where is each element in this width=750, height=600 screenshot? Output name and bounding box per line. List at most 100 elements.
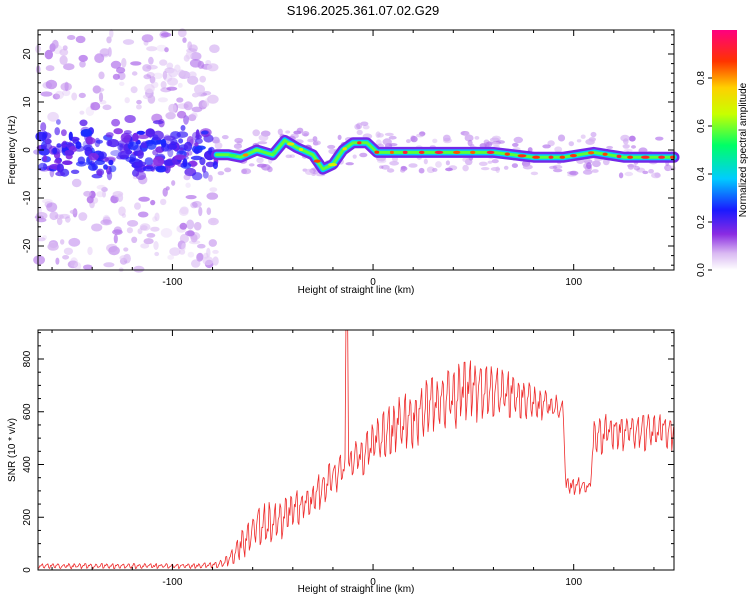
ridge-peak bbox=[453, 150, 461, 154]
noise-blob bbox=[187, 41, 193, 51]
noise-blob bbox=[61, 141, 67, 149]
noise-blob bbox=[168, 103, 177, 113]
noise-blob bbox=[36, 237, 46, 242]
noise-blob bbox=[487, 160, 493, 164]
noise-blob bbox=[59, 55, 68, 65]
noise-blob bbox=[252, 129, 260, 137]
noise-blob bbox=[97, 151, 107, 160]
noise-blob bbox=[354, 123, 361, 130]
noise-blob bbox=[61, 129, 67, 137]
snr-y-label: SNR (10 * v/v) bbox=[7, 418, 18, 482]
noise-blob bbox=[54, 127, 60, 136]
noise-blob bbox=[198, 206, 203, 217]
noise-blob bbox=[400, 168, 406, 173]
noise-blob bbox=[435, 161, 442, 168]
noise-blob bbox=[627, 163, 635, 170]
ridge-peak bbox=[389, 150, 394, 154]
noise-blob bbox=[221, 135, 229, 140]
ridge-peak bbox=[548, 155, 554, 159]
noise-blob bbox=[78, 212, 88, 221]
noise-blob bbox=[153, 72, 163, 80]
noise-blob bbox=[304, 168, 314, 175]
noise-blob bbox=[503, 165, 509, 170]
noise-blob bbox=[185, 230, 195, 237]
noise-blob bbox=[183, 141, 193, 152]
noise-blob bbox=[126, 227, 133, 234]
noise-blob bbox=[146, 140, 157, 150]
noise-blob bbox=[491, 135, 501, 142]
spectrogram-ridge bbox=[211, 134, 680, 175]
noise-blob bbox=[179, 70, 186, 79]
colorbar-tick-label: 0.0 bbox=[696, 263, 707, 277]
noise-blob bbox=[139, 223, 151, 231]
noise-blob bbox=[137, 149, 144, 159]
noise-blob bbox=[52, 93, 61, 100]
noise-blob bbox=[134, 151, 138, 156]
ridge-peak bbox=[272, 151, 277, 155]
noise-blob bbox=[142, 94, 154, 100]
snr-frame bbox=[37, 329, 675, 571]
noise-blob bbox=[122, 39, 135, 45]
noise-blob bbox=[209, 187, 218, 193]
y-tick-label: 600 bbox=[22, 403, 33, 420]
noise-blob bbox=[135, 171, 147, 180]
noise-blob bbox=[557, 134, 566, 142]
noise-blob bbox=[165, 186, 170, 191]
noise-blob bbox=[576, 139, 582, 143]
noise-blob bbox=[167, 148, 174, 158]
noise-blob bbox=[112, 229, 123, 236]
noise-blob bbox=[234, 137, 244, 144]
noise-blob bbox=[44, 138, 52, 145]
noise-blob bbox=[552, 164, 563, 170]
noise-blob bbox=[59, 213, 71, 219]
noise-blob bbox=[513, 136, 523, 144]
noise-blob bbox=[130, 86, 138, 94]
ridge-peak bbox=[418, 150, 425, 154]
noise-blob bbox=[102, 104, 112, 111]
noise-blob bbox=[60, 82, 72, 91]
noise-blob bbox=[88, 152, 99, 161]
ridge-peak bbox=[342, 147, 347, 151]
noise-blob bbox=[150, 199, 156, 206]
noise-blob bbox=[628, 135, 636, 142]
noise-blob bbox=[206, 207, 212, 215]
noise-blob bbox=[110, 60, 122, 69]
noise-blob bbox=[136, 130, 146, 135]
noise-blob bbox=[137, 211, 149, 218]
noise-blob bbox=[185, 195, 197, 200]
noise-blob bbox=[68, 131, 73, 141]
noise-blob bbox=[362, 124, 370, 130]
noise-blob bbox=[62, 89, 71, 97]
noise-blob bbox=[79, 110, 85, 115]
noise-blob bbox=[408, 163, 418, 168]
noise-blob bbox=[103, 262, 115, 268]
noise-blob bbox=[296, 127, 304, 133]
noise-blob bbox=[606, 145, 613, 150]
noise-blob bbox=[633, 165, 641, 171]
noise-blob bbox=[478, 161, 488, 166]
noise-blob bbox=[569, 170, 579, 176]
noise-blob bbox=[208, 174, 213, 182]
noise-blob bbox=[101, 187, 108, 192]
noise-blob bbox=[87, 246, 93, 256]
noise-blob bbox=[379, 165, 384, 169]
y-tick-label: -20 bbox=[22, 238, 33, 253]
noise-blob bbox=[157, 97, 168, 103]
ridge-peak bbox=[627, 155, 634, 159]
colorbar-gradient bbox=[712, 30, 737, 270]
noise-blob bbox=[63, 247, 73, 255]
noise-blob bbox=[432, 138, 438, 144]
noise-blob bbox=[547, 140, 555, 147]
noise-blob bbox=[56, 163, 64, 173]
noise-blob bbox=[192, 200, 202, 208]
ridge-peak bbox=[298, 147, 304, 152]
noise-blob bbox=[44, 49, 53, 60]
noise-blob bbox=[418, 167, 425, 174]
noise-blob bbox=[134, 202, 141, 210]
noise-blob bbox=[108, 246, 120, 256]
noise-blob bbox=[352, 154, 357, 159]
noise-blob bbox=[79, 60, 86, 68]
noise-blob bbox=[54, 90, 64, 100]
noise-blob bbox=[568, 141, 574, 147]
noise-blob bbox=[83, 190, 92, 197]
